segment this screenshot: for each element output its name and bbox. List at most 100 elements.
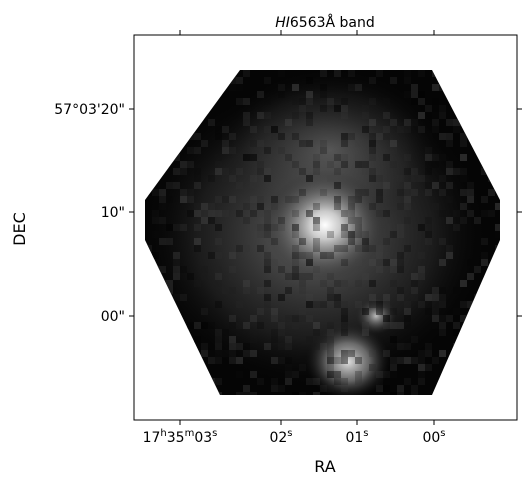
spaxel [341,105,348,112]
spaxel [215,252,222,259]
spaxel [229,343,236,350]
spaxel [264,301,271,308]
spaxel [285,343,292,350]
spaxel [306,252,313,259]
spaxel [327,287,334,294]
spaxel [439,329,446,336]
spaxel [397,203,404,210]
spaxel [278,224,285,231]
spaxel [453,308,460,315]
spaxel [264,147,271,154]
spaxel [250,224,257,231]
spaxel [271,329,278,336]
spaxel [299,308,306,315]
y-axis-label: DEC [10,212,29,246]
spaxel [271,385,278,392]
spaxel [369,364,376,371]
spaxel [194,133,201,140]
spaxel [439,210,446,217]
spaxel [425,224,432,231]
spaxel [369,259,376,266]
spaxel [446,252,453,259]
spaxel [313,329,320,336]
spaxel [362,189,369,196]
spaxel [390,371,397,378]
spaxel [292,161,299,168]
spaxel [425,189,432,196]
spaxel [432,119,439,126]
spaxel [327,343,334,350]
spaxel [299,273,306,280]
hex-image [145,70,500,395]
spaxel [348,210,355,217]
spaxel [243,98,250,105]
spaxel [208,322,215,329]
spaxel [376,133,383,140]
spaxel [257,378,264,385]
spaxel [425,105,432,112]
spaxel [341,154,348,161]
spaxel [425,161,432,168]
spaxel [397,385,404,392]
spaxel [285,287,292,294]
spaxel [341,280,348,287]
spaxel [320,252,327,259]
spaxel [439,287,446,294]
spaxel [264,266,271,273]
spaxel [215,154,222,161]
spaxel [236,322,243,329]
spaxel [208,119,215,126]
spaxel [243,287,250,294]
spaxel [208,350,215,357]
spaxel [418,364,425,371]
spaxel [313,154,320,161]
spaxel [355,231,362,238]
y-tick-label-0: 57°03'20" [54,102,125,118]
spaxel [334,182,341,189]
spaxel [285,119,292,126]
spaxel [215,336,222,343]
spaxel [481,238,488,245]
spaxel [390,392,397,395]
spaxel [355,154,362,161]
spaxel [229,336,236,343]
spaxel [425,182,432,189]
spaxel [236,392,243,395]
spaxel [327,175,334,182]
spaxel [215,168,222,175]
spaxel [362,259,369,266]
spaxel [425,294,432,301]
spaxel [369,350,376,357]
spaxel [432,154,439,161]
spaxel [432,182,439,189]
spaxel [369,294,376,301]
spaxel [250,203,257,210]
spaxel [334,371,341,378]
spaxel [334,105,341,112]
spaxel [292,371,299,378]
spaxel [320,105,327,112]
spaxel [383,154,390,161]
spaxel [243,119,250,126]
spaxel [229,273,236,280]
spaxel [425,168,432,175]
spaxel [390,280,397,287]
spaxel [460,175,467,182]
spaxel [390,77,397,84]
spaxel [243,322,250,329]
spaxel [404,357,411,364]
spaxel [320,70,327,77]
spaxel [257,245,264,252]
spaxel [425,217,432,224]
y-ticks [129,108,522,317]
spaxel [313,224,320,231]
spaxel [229,84,236,91]
spaxel [299,364,306,371]
spaxel [306,378,313,385]
spaxel [229,133,236,140]
spaxel [313,336,320,343]
spaxel [236,343,243,350]
spaxel [418,224,425,231]
spaxel [229,322,236,329]
spaxel [467,273,474,280]
